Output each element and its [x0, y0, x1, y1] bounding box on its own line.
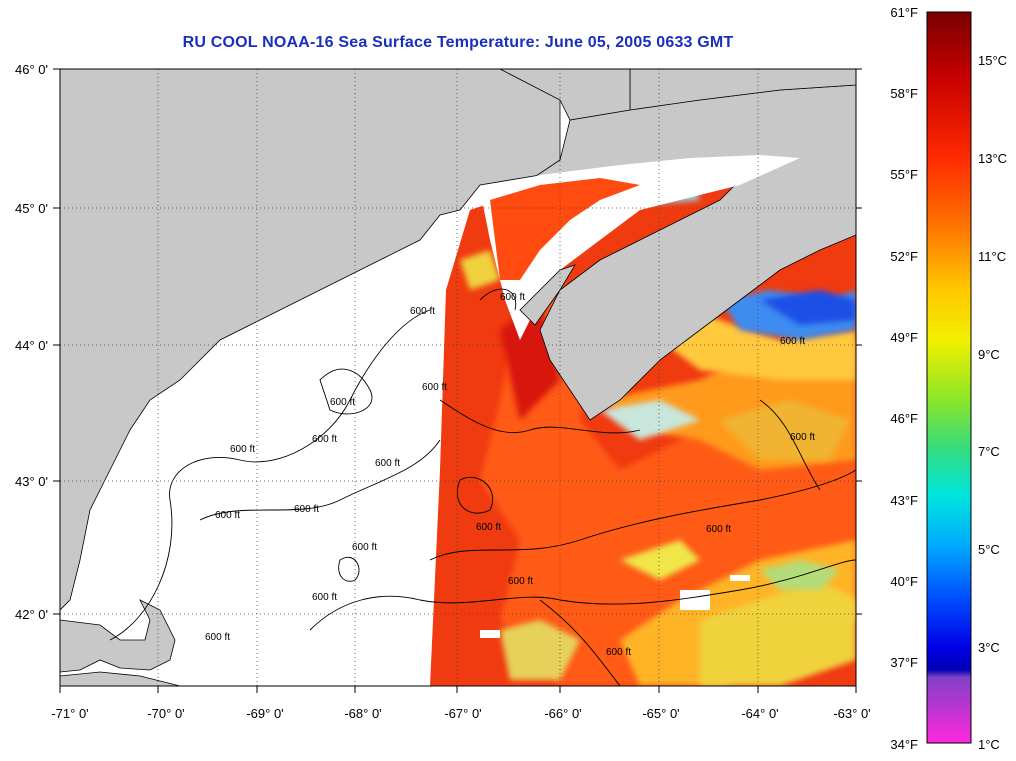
contour-label: 600 ft — [422, 382, 447, 393]
axis-ticks — [53, 68, 862, 693]
contour-label: 600 ft — [294, 504, 319, 515]
colorbar-f-label: 58°F — [890, 86, 918, 101]
colorbar-f-label: 37°F — [890, 655, 918, 670]
contour-label: 600 ft — [790, 432, 815, 443]
longitude-labels: -71° 0' -70° 0' -69° 0' -68° 0' -67° 0' … — [51, 706, 870, 721]
colorbar-c-label: 15°C — [978, 53, 1007, 68]
lon-label: -69° 0' — [246, 706, 283, 721]
map-frame — [59, 68, 857, 687]
lon-label: -64° 0' — [741, 706, 778, 721]
contour-label: 600 ft — [312, 592, 337, 603]
lon-label: -68° 0' — [344, 706, 381, 721]
colorbar-f-label: 49°F — [890, 330, 918, 345]
colorbar-c-label: 13°C — [978, 151, 1007, 166]
colorbar-f-label: 40°F — [890, 574, 918, 589]
latitude-labels: 46° 0' 45° 0' 44° 0' 43° 0' 42° 0' — [15, 62, 48, 622]
lat-label: 44° 0' — [15, 338, 48, 353]
lon-label: -66° 0' — [544, 706, 581, 721]
colorbar-f-label: 52°F — [890, 249, 918, 264]
colorbar-f-label: 46°F — [890, 411, 918, 426]
colorbar-c-label: 3°C — [978, 640, 1000, 655]
lon-label: -63° 0' — [833, 706, 870, 721]
colorbar-c-label: 11°C — [978, 249, 1006, 264]
depth-contours — [109, 288, 856, 686]
contour-label: 600 ft — [205, 632, 230, 643]
contour-label: 600 ft — [330, 397, 355, 408]
colorbar-f-label: 55°F — [890, 167, 918, 182]
contour-label: 600 ft — [410, 306, 435, 317]
lon-label: -65° 0' — [642, 706, 679, 721]
contour-label: 600 ft — [476, 522, 501, 533]
colorbar-c-labels: 15°C 13°C 11°C 9°C 7°C 5°C 3°C 1°C — [978, 53, 1007, 752]
lon-label: -70° 0' — [147, 706, 184, 721]
colorbar-f-labels: 61°F 58°F 55°F 52°F 49°F 46°F 43°F 40°F … — [890, 5, 918, 752]
lat-label: 46° 0' — [15, 62, 48, 77]
colorbar-f-label: 43°F — [890, 493, 918, 508]
grid-lines — [60, 69, 856, 686]
contour-label: 600 ft — [215, 510, 240, 521]
island — [519, 264, 576, 326]
lat-label: 43° 0' — [15, 474, 48, 489]
colorbar-f-label: 61°F — [890, 5, 918, 20]
contour-label: 600 ft — [780, 336, 805, 347]
lat-label: 45° 0' — [15, 201, 48, 216]
contour-label: 600 ft — [230, 444, 255, 455]
contour-label: 600 ft — [606, 647, 631, 658]
lat-label: 42° 0' — [15, 607, 48, 622]
colorbar-c-label: 5°C — [978, 542, 1000, 557]
contour-label: 600 ft — [706, 524, 731, 535]
contour-label: 600 ft — [500, 292, 525, 303]
contour-label: 600 ft — [352, 542, 377, 553]
colorbar-c-label: 1°C — [978, 737, 1000, 752]
contour-labels: 600 ft 600 ft 600 ft 600 ft 600 ft 600 f… — [205, 292, 815, 658]
contour-label: 600 ft — [508, 576, 533, 587]
lon-label: -71° 0' — [51, 706, 88, 721]
contour-label: 600 ft — [312, 434, 337, 445]
colorbar-f-label: 34°F — [890, 737, 918, 752]
colorbar-c-label: 9°C — [978, 347, 1000, 362]
colorbar — [926, 11, 972, 744]
lon-label: -67° 0' — [444, 706, 481, 721]
contour-label: 600 ft — [375, 458, 400, 469]
colorbar-c-label: 7°C — [978, 444, 1000, 459]
map-title: RU COOL NOAA-16 Sea Surface Temperature:… — [182, 34, 734, 51]
